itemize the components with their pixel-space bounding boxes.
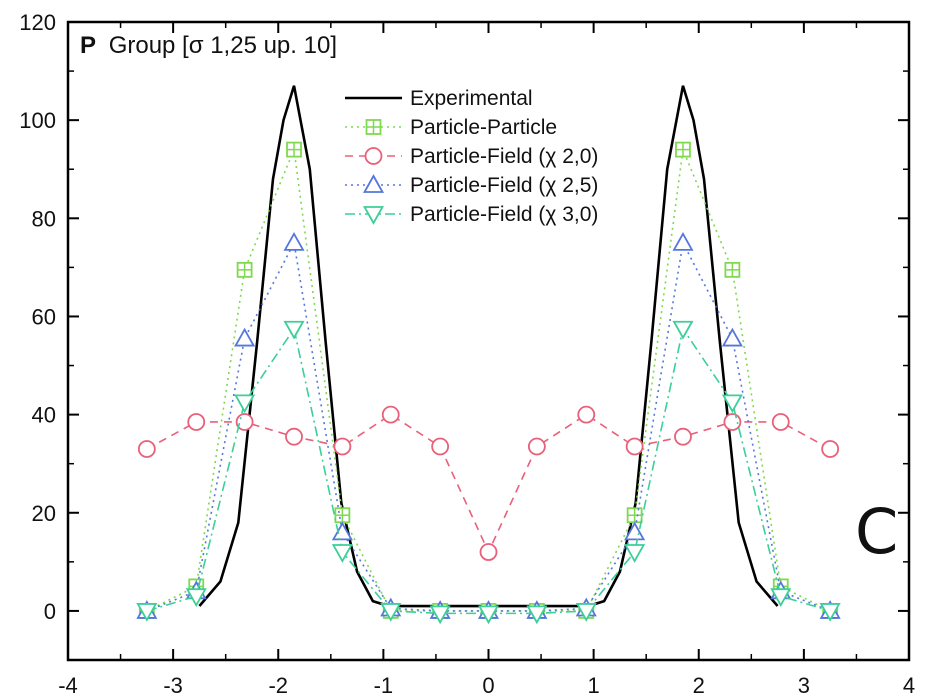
data-point xyxy=(526,605,548,625)
data-point xyxy=(672,232,694,251)
data-point xyxy=(721,394,743,414)
data-point xyxy=(624,521,646,541)
series-2 xyxy=(137,405,840,561)
chart-title: P Group [σ 1,25 up. 10] xyxy=(80,32,337,59)
data-point xyxy=(575,603,597,622)
data-point xyxy=(431,437,450,456)
x-tick-label: -1 xyxy=(374,673,394,698)
x-tick-labels: -4 -3 -2 -1 0 1 2 3 4 xyxy=(58,673,915,698)
chart-title-text: Group [σ 1,25 up. 10] xyxy=(109,32,337,59)
series-4 xyxy=(136,320,841,625)
series-line xyxy=(146,240,831,612)
axis-ticks xyxy=(67,21,910,661)
series-line xyxy=(146,413,831,554)
chart-title-prefix: P xyxy=(80,32,96,59)
legend-marker xyxy=(362,174,385,193)
y-tick-label: 60 xyxy=(32,304,56,329)
y-tick-label: 100 xyxy=(19,108,56,133)
data-point xyxy=(477,605,500,625)
data-point xyxy=(333,437,352,456)
data-point xyxy=(674,427,692,446)
data-point xyxy=(672,320,694,340)
data-point xyxy=(234,394,256,414)
x-tick-label: 0 xyxy=(482,673,494,698)
data-point xyxy=(283,232,305,251)
y-tick-labels: 0 20 40 60 80 100 120 xyxy=(19,10,56,624)
legend-label: Particle-Field (χ 2,0) xyxy=(410,145,598,168)
y-tick-label: 20 xyxy=(32,501,56,526)
data-point xyxy=(819,603,841,622)
data-point xyxy=(381,405,400,424)
data-point xyxy=(625,437,644,456)
x-tick-label: 1 xyxy=(588,673,600,698)
series-layer xyxy=(136,85,841,625)
data-point xyxy=(136,603,158,622)
legend-label: Particle-Field (χ 3,0) xyxy=(410,203,598,226)
data-point xyxy=(527,437,546,456)
legend-marker xyxy=(364,147,383,165)
data-point xyxy=(479,543,498,561)
series-line xyxy=(146,326,831,615)
legend: Experimental Particle-Particle Particle-Fi… xyxy=(345,87,598,226)
data-point xyxy=(770,588,792,608)
data-point xyxy=(624,544,646,563)
x-tick-label: -2 xyxy=(268,673,288,698)
data-point xyxy=(285,427,303,446)
x-tick-label: 4 xyxy=(903,673,915,698)
data-point xyxy=(771,413,790,431)
data-point xyxy=(380,603,402,622)
data-point xyxy=(185,588,207,608)
y-tick-label: 80 xyxy=(32,206,56,231)
x-tick-label: -4 xyxy=(58,673,78,698)
data-point xyxy=(721,327,743,347)
data-point xyxy=(821,440,840,458)
data-point xyxy=(283,320,305,340)
data-point xyxy=(234,327,256,347)
y-tick-label: 0 xyxy=(44,599,56,624)
x-tick-label: 2 xyxy=(693,673,705,698)
x-tick-label: 3 xyxy=(798,673,810,698)
legend-label: Experimental xyxy=(410,87,533,110)
legend-marker xyxy=(362,206,385,225)
y-tick-label: 40 xyxy=(32,403,56,428)
data-point xyxy=(331,544,353,563)
data-point xyxy=(137,440,156,458)
data-point xyxy=(429,605,451,625)
data-point xyxy=(187,413,206,431)
legend-label: Particle-Particle xyxy=(410,116,557,139)
legend-label: Particle-Field (χ 2,5) xyxy=(410,174,598,197)
panel-label: C xyxy=(855,495,898,568)
y-tick-label: 120 xyxy=(19,10,56,35)
x-tick-label: -3 xyxy=(163,673,183,698)
data-point xyxy=(577,405,596,424)
